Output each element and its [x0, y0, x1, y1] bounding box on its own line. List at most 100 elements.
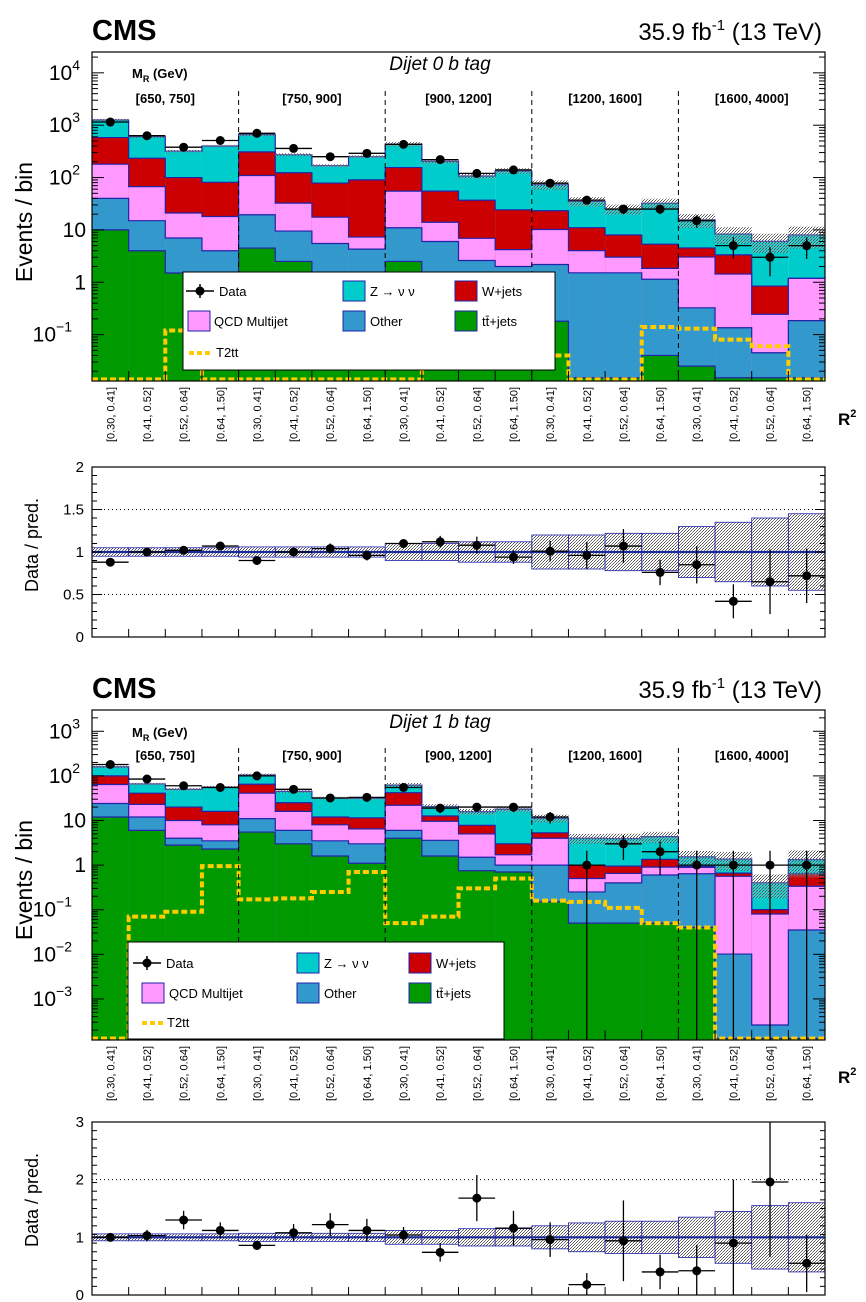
legend-data: Data	[219, 284, 247, 299]
outline-other	[92, 197, 825, 354]
lumi-label-2: 35.9 fb-1 (13 TeV)	[638, 675, 822, 704]
r2-bin-label: [0.41, 0.52]	[289, 387, 301, 442]
mr-bin-label: [1600, 4000]	[715, 748, 789, 763]
legend-znn-2: Z → ν ν	[324, 956, 369, 971]
legend-t2tt: T2tt	[216, 345, 239, 360]
ratio-tick-label: 0	[76, 629, 84, 646]
ratio-point	[582, 550, 592, 560]
bar-other	[788, 320, 825, 381]
legend-ttbar-swatch-2	[408, 982, 432, 1004]
r2-bin-label: [0.64, 1.50]	[802, 1046, 814, 1101]
r2-bin-label: [0.41, 0.52]	[435, 387, 447, 442]
bar-ttbar	[715, 377, 752, 381]
mr-bin-label: [750, 900]	[282, 91, 341, 106]
uncertainty-band	[641, 198, 679, 209]
r2-bin-label: [0.64, 1.50]	[655, 387, 667, 442]
r2-bin-label: [0.30, 0.41]	[545, 1046, 557, 1101]
data-point	[215, 135, 225, 145]
data-point	[215, 782, 225, 792]
legend-znn-swatch	[342, 280, 366, 302]
r2-bin-label: [0.52, 0.64]	[765, 387, 777, 442]
data-point	[802, 241, 812, 251]
r2-bin-label: [0.64, 1.50]	[508, 1046, 520, 1101]
ratio-point	[728, 1238, 738, 1248]
bottom-legend: Data Z → ν ν W+jets QCD Multijet Other t…	[127, 941, 505, 1040]
legend-qcd-2: QCD Multijet	[169, 986, 243, 1001]
data-point	[179, 781, 189, 791]
data-point	[399, 139, 409, 149]
mr-bin-label: [650, 750]	[136, 748, 195, 763]
top-ratio-plot: 0 0.5 1 1.5 2	[63, 459, 826, 646]
ratio-point	[179, 1215, 189, 1225]
data-point	[472, 168, 482, 178]
ratio-point	[472, 1193, 482, 1203]
ratio-point	[142, 547, 152, 557]
data-point	[692, 860, 702, 870]
y-axis-label: Events / bin	[11, 162, 37, 282]
ratio-tick-label: 1	[76, 1229, 84, 1246]
x-axis-label-2: R2	[838, 1066, 856, 1087]
y-tick-label: 104	[49, 57, 80, 85]
data-point	[289, 143, 299, 153]
bar-ttbar	[92, 816, 129, 1040]
r2-bin-label: [0.30, 0.41]	[692, 1046, 704, 1101]
outline-other	[92, 802, 825, 1026]
ratio-point	[325, 1220, 335, 1230]
data-point	[289, 784, 299, 794]
ratio-tick-label: 0	[76, 1287, 84, 1302]
r2-bin-label: [0.30, 0.41]	[105, 387, 117, 442]
ratio-point	[802, 571, 812, 581]
mr-bin-label: [750, 900]	[282, 748, 341, 763]
bar-ttbar	[605, 923, 642, 1040]
legend-wjets-2: W+jets	[436, 956, 477, 971]
uncertainty-band	[751, 233, 789, 253]
r2-bin-label: [0.64, 1.50]	[802, 387, 814, 442]
bar-other	[605, 272, 642, 381]
data-point	[252, 128, 262, 138]
bar-ttbar	[128, 250, 166, 381]
ratio-point	[289, 1228, 299, 1238]
r2-bin-label: [0.52, 0.64]	[765, 1046, 777, 1101]
uncertainty-band	[201, 144, 239, 148]
uncertainty-band	[715, 227, 752, 244]
y-tick-label: 102	[49, 760, 80, 788]
r2-bin-label: [0.41, 0.52]	[289, 1046, 301, 1101]
ratio-point	[325, 544, 335, 554]
y-tick-label: 10	[63, 219, 86, 242]
legend-wjets: W+jets	[482, 284, 523, 299]
x-axis-label: R2	[838, 408, 856, 429]
ratio-tick-label: 0.5	[63, 587, 84, 604]
data-point	[142, 131, 152, 141]
ratio-point	[362, 1225, 372, 1235]
ratio-point	[545, 546, 555, 556]
data-point	[765, 860, 775, 870]
ratio-point	[618, 541, 628, 551]
data-point	[692, 216, 702, 226]
legend-qcd-swatch-2	[141, 982, 165, 1004]
data-point	[728, 241, 738, 251]
r2-bin-label: [0.52, 0.64]	[325, 387, 337, 442]
ratio-point	[692, 1266, 702, 1276]
data-point	[179, 142, 189, 152]
mr-bin-label: [900, 1200]	[425, 748, 492, 763]
r2-bin-label: [0.52, 0.64]	[179, 1046, 191, 1101]
legend-znn: Z → ν ν	[370, 284, 415, 299]
ratio-point	[618, 1236, 628, 1246]
y-tick-label: 102	[49, 162, 80, 190]
panel-title: Dijet 0 b tag	[389, 54, 491, 75]
ratio-point	[765, 1177, 775, 1187]
legend-ttbar-2: tt̄+jets	[436, 986, 472, 1001]
legend-other-2: Other	[324, 986, 357, 1001]
mr-label-2: MR (GeV)	[132, 725, 188, 743]
legend-qcd: QCD Multijet	[214, 314, 288, 329]
ratio-point	[142, 1231, 152, 1241]
legend-wjets-swatch	[454, 280, 478, 302]
top-panel-header: CMS 35.9 fb-1 (13 TeV)	[92, 15, 822, 47]
top-main-plot: [650, 750] [750, 900] [900, 1200] [1200, 16…	[33, 51, 826, 442]
r2-bin-label: [0.30, 0.41]	[252, 1046, 264, 1101]
legend-znn-swatch-2	[296, 952, 320, 974]
r2-bin-label: [0.52, 0.64]	[618, 387, 630, 442]
ratio-point	[582, 1280, 592, 1290]
ratio-point	[435, 1247, 445, 1257]
r2-bin-label: [0.41, 0.52]	[142, 1046, 154, 1101]
